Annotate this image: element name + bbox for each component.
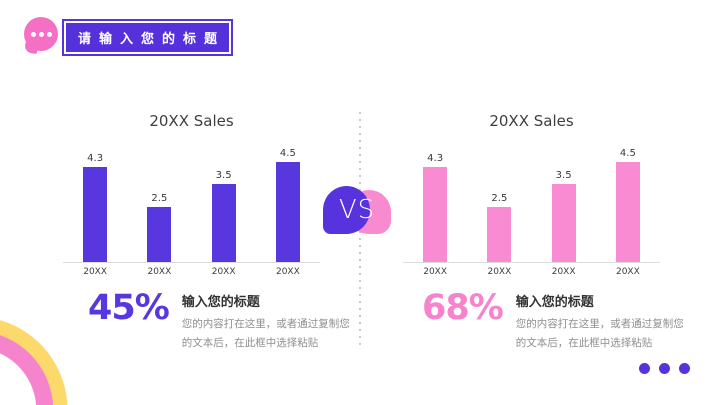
- bar-value-label: 3.5: [555, 170, 572, 182]
- bar-value-label: 3.5: [215, 170, 232, 182]
- vs-badge: VS: [323, 186, 391, 240]
- footer-dot: [679, 363, 690, 374]
- footer-dot: [639, 363, 650, 374]
- stat-desc-line: 的文本后，在此框中选择粘贴: [181, 337, 319, 350]
- category-label: 20XX: [147, 267, 172, 277]
- category-label: 20XX: [83, 267, 108, 277]
- chart-category-axis: 20XX 20XX 20XX 20XX: [63, 267, 320, 277]
- footer-dots: [639, 363, 690, 374]
- bar-cell: 2.5: [127, 192, 191, 262]
- stat-desc-line: 您的内容打在这里，或者通过复制您: [515, 318, 684, 330]
- bar-rect: [423, 166, 448, 262]
- bar-cell: 2.5: [467, 192, 531, 262]
- bar-cell: 4.5: [596, 148, 660, 262]
- slide-title-box[interactable]: 请输入您的标题: [62, 19, 234, 56]
- speech-bubble-icon: [24, 17, 58, 51]
- category-label: 20XX: [615, 267, 640, 277]
- stat-percent: 68%: [422, 288, 504, 328]
- chart-title: 20XX Sales: [149, 112, 234, 130]
- stat-desc-line: 的文本后，在此框中选择粘贴: [515, 337, 653, 350]
- category-label: 20XX: [551, 267, 576, 277]
- stat-block-right[interactable]: 68% 输入您的标题 您的内容打在这里，或者通过复制您 的文本后，在此框中选择粘…: [422, 290, 684, 354]
- footer-dot: [659, 363, 670, 374]
- chart-title: 20XX Sales: [489, 112, 574, 130]
- bubble-dot: [46, 31, 52, 37]
- chart-plot-area: 4.3 2.5 3.5 4.5: [403, 138, 660, 263]
- chart-right[interactable]: 20XX Sales 4.3 2.5 3.5 4.5 20XX 20XX 20XX 20XX: [403, 112, 660, 277]
- stat-title: 输入您的标题: [181, 295, 260, 310]
- bar-cell: 4.5: [256, 148, 320, 262]
- slide-title: 请输入您的标题: [66, 23, 230, 52]
- bar-value-label: 4.3: [87, 152, 104, 164]
- bar-cell: 4.3: [63, 153, 127, 262]
- bubble-dot: [38, 31, 44, 37]
- bar-value-label: 4.3: [427, 152, 444, 164]
- bar-rect: [615, 162, 640, 262]
- bar-value-label: 4.5: [279, 148, 296, 160]
- category-label: 20XX: [211, 267, 236, 277]
- category-label: 20XX: [275, 267, 300, 277]
- category-label: 20XX: [487, 267, 512, 277]
- category-label: 20XX: [423, 267, 448, 277]
- bar-cell: 4.3: [403, 153, 467, 262]
- chart-left[interactable]: 20XX Sales 4.3 2.5 3.5 4.5 20XX 20XX 20XX 20XX: [63, 112, 320, 277]
- chart-category-axis: 20XX 20XX 20XX 20XX: [403, 267, 660, 277]
- corner-rings-decoration: [0, 316, 68, 405]
- vs-label: VS: [338, 195, 376, 225]
- stat-block-left[interactable]: 45% 输入您的标题 您的内容打在这里，或者通过复制您 的文本后，在此框中选择粘…: [88, 290, 350, 354]
- bar-rect: [83, 166, 108, 262]
- bar-rect: [487, 206, 512, 262]
- stat-title: 输入您的标题: [515, 295, 594, 310]
- bar-rect: [211, 184, 236, 262]
- stat-desc-line: 您的内容打在这里，或者通过复制您: [181, 318, 350, 330]
- bar-value-label: 4.5: [619, 148, 636, 160]
- bar-value-label: 2.5: [491, 192, 508, 204]
- vs-purple-bubble: [323, 186, 370, 234]
- bar-value-label: 2.5: [151, 192, 168, 204]
- bar-rect: [147, 206, 172, 262]
- bar-rect: [551, 184, 576, 262]
- bar-cell: 3.5: [532, 170, 596, 262]
- chart-plot-area: 4.3 2.5 3.5 4.5: [63, 138, 320, 263]
- bar-rect: [275, 162, 300, 262]
- stat-percent: 45%: [88, 288, 170, 328]
- bar-cell: 3.5: [192, 170, 256, 262]
- bubble-dot: [30, 31, 36, 37]
